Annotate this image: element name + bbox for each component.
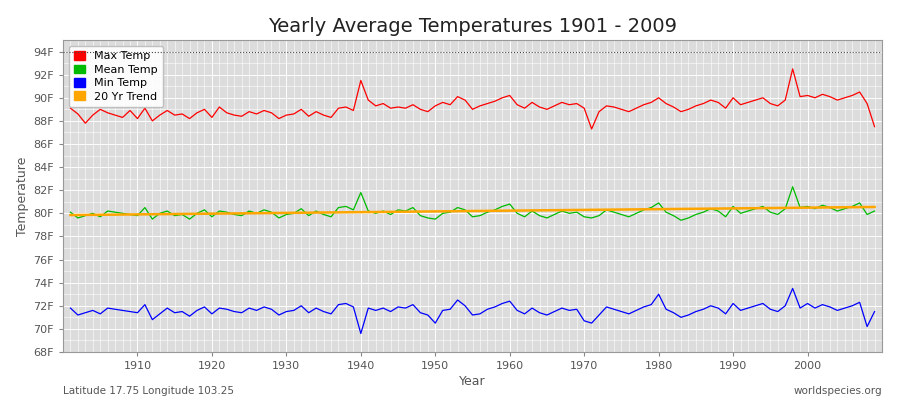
Legend: Max Temp, Mean Temp, Min Temp, 20 Yr Trend: Max Temp, Mean Temp, Min Temp, 20 Yr Tre… [68, 46, 163, 107]
Text: worldspecies.org: worldspecies.org [794, 386, 882, 396]
Y-axis label: Temperature: Temperature [16, 156, 29, 236]
X-axis label: Year: Year [459, 375, 486, 388]
Text: Latitude 17.75 Longitude 103.25: Latitude 17.75 Longitude 103.25 [63, 386, 234, 396]
Title: Yearly Average Temperatures 1901 - 2009: Yearly Average Temperatures 1901 - 2009 [268, 17, 677, 36]
